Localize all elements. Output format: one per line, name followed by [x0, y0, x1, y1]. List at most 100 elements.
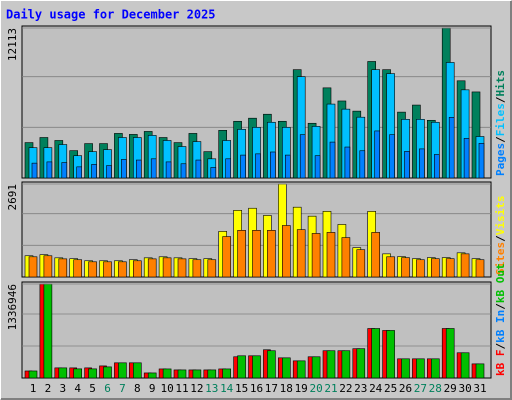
bar: [103, 261, 112, 278]
x-tick-label: 3: [59, 382, 66, 395]
bar: [162, 368, 172, 379]
bar: [192, 369, 202, 379]
bar: [416, 358, 425, 379]
x-tick-label: 28: [429, 382, 442, 395]
x-tick-label: 9: [149, 382, 156, 395]
chart-title: Daily usage for December 2025: [6, 8, 216, 22]
x-tick-label: 7: [119, 382, 126, 395]
x-tick-label: 16: [250, 382, 263, 395]
bar: [73, 368, 82, 379]
bar: [267, 230, 276, 278]
bar: [61, 162, 68, 179]
legend-entry: Files: [494, 103, 507, 136]
y-tick-label: 12113: [6, 28, 19, 61]
bar: [147, 372, 157, 379]
x-tick-label: 18: [280, 382, 293, 395]
legend-entry: Visits: [494, 196, 507, 236]
bar: [58, 367, 68, 379]
bar: [281, 225, 291, 278]
x-tick-label: 8: [134, 382, 141, 395]
x-tick-label: 25: [384, 382, 397, 395]
x-tick-label: 14: [220, 382, 234, 395]
x-tick-label: 29: [444, 382, 457, 395]
x-tick-label: 17: [265, 382, 278, 395]
bar: [43, 283, 53, 379]
bar: [136, 159, 142, 179]
bar: [225, 158, 231, 179]
x-tick-label: 19: [295, 382, 308, 395]
x-tick-label: 30: [458, 382, 471, 395]
bar: [150, 158, 157, 179]
bar: [311, 356, 321, 379]
legend: Pages/Files/Hits: [494, 70, 507, 176]
bar: [329, 141, 336, 179]
bar: [118, 261, 127, 278]
x-tick-label: 11: [175, 382, 188, 395]
bar: [296, 229, 306, 278]
bar: [341, 350, 351, 379]
legend-entry: kB F: [494, 350, 507, 377]
bar: [165, 161, 172, 179]
legend: Sites/Visits: [494, 196, 507, 276]
bar: [463, 138, 470, 179]
bar: [299, 134, 306, 179]
bar: [28, 256, 38, 278]
bar: [252, 355, 261, 379]
y-tick-label: 2691: [6, 184, 19, 211]
bar: [180, 163, 187, 179]
bar: [386, 256, 395, 278]
x-tick-label: 12: [190, 382, 203, 395]
bar: [371, 232, 381, 278]
bar: [237, 230, 246, 278]
x-tick-label: 1: [30, 382, 37, 395]
legend-entry: kB In: [494, 310, 507, 343]
bar: [314, 155, 321, 179]
bar: [91, 164, 97, 179]
bar: [195, 159, 202, 179]
bar: [270, 151, 276, 179]
bar: [475, 363, 485, 379]
legend-entry: kB Out: [494, 263, 507, 303]
bar: [445, 328, 455, 379]
bar: [222, 236, 231, 278]
bar: [88, 261, 97, 278]
x-tick-label: 24: [369, 382, 383, 395]
bar: [31, 162, 38, 179]
bar: [240, 154, 246, 179]
bar: [475, 259, 485, 278]
x-tick-label: 4: [74, 382, 81, 395]
bar: [147, 258, 157, 278]
bar: [103, 366, 112, 379]
legend-separator: /: [494, 136, 507, 143]
bar: [341, 237, 351, 278]
bar: [401, 358, 410, 379]
x-tick-label: 27: [414, 382, 427, 395]
legend-separator: /: [494, 96, 507, 103]
x-tick-label: 5: [89, 382, 96, 395]
bar: [162, 257, 172, 278]
bar: [121, 159, 127, 179]
bar: [445, 258, 455, 278]
bar: [267, 350, 276, 379]
bar: [192, 259, 202, 278]
legend-entry: Hits: [494, 70, 507, 97]
bar: [311, 233, 321, 278]
x-tick-label: 22: [339, 382, 352, 395]
bar: [43, 255, 53, 278]
bar: [88, 368, 97, 379]
bar: [460, 253, 470, 278]
bar: [356, 249, 366, 278]
bar: [386, 330, 395, 379]
bar: [371, 328, 381, 379]
x-tick-label: 31: [473, 382, 486, 395]
bar: [252, 230, 261, 278]
bar: [210, 167, 217, 179]
x-tick-label: 15: [235, 382, 248, 395]
bar: [207, 369, 217, 379]
bar: [356, 348, 366, 379]
bar: [374, 130, 381, 179]
x-tick-label: 2: [45, 382, 52, 395]
bar: [448, 117, 455, 179]
